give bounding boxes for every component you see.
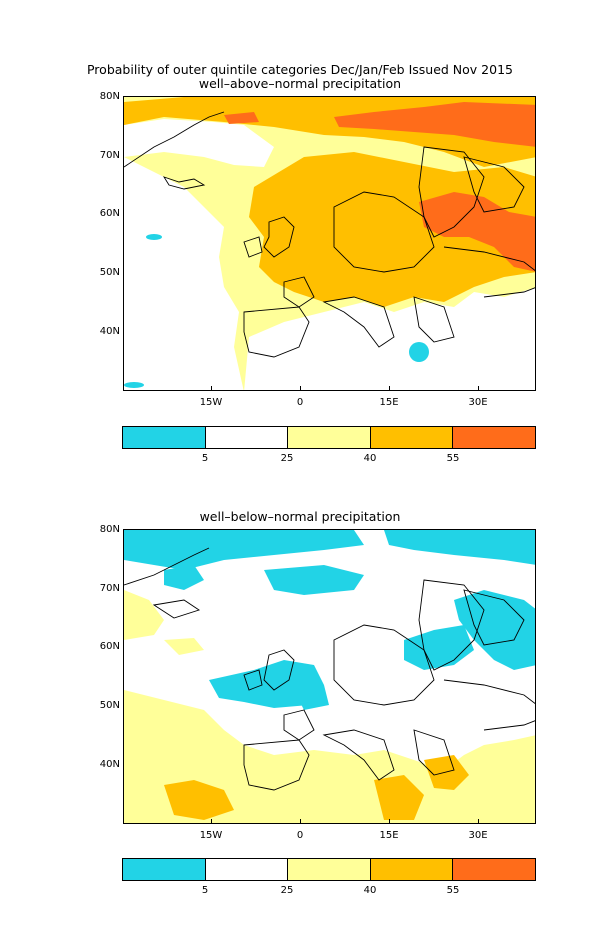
region-cyan-north-east [384, 530, 535, 565]
region-ly-mid-atlantic [164, 638, 204, 655]
region-cyan-east [454, 590, 535, 670]
region-orange-iberia [164, 780, 234, 820]
region-ly-west [124, 590, 164, 640]
colorbar-seg-2 [204, 427, 288, 448]
coastlines-bottom [124, 547, 535, 791]
colorbar-seg-3 [287, 859, 370, 880]
region-orange-balkans [424, 755, 469, 790]
lat-label-60n-top: 60N [99, 208, 120, 219]
lat-label-60n-bottom: 60N [99, 641, 120, 652]
tick-15e-bottom [389, 819, 390, 824]
colorbar-label-5-bottom: 5 [201, 885, 209, 896]
coastlines-top [124, 111, 535, 358]
panel-bottom-title: well–below–normal precipitation [199, 509, 401, 524]
lat-label-70n-top: 70N [99, 150, 120, 161]
colorbar-label-40-bottom: 40 [363, 885, 377, 896]
colorbar-seg-1 [123, 427, 205, 448]
region-ly-south [124, 690, 535, 823]
lat-label-80n-top: 80N [99, 91, 120, 102]
colorbar-top [122, 426, 536, 449]
lon-label-0-top: 0 [296, 397, 304, 408]
region-darkorange-small [224, 112, 259, 124]
region-darkorange-north [334, 102, 535, 147]
map-well-below-normal [123, 529, 536, 824]
map-top-svg [124, 97, 535, 390]
lon-label-30e-top: 30E [468, 397, 488, 408]
region-cyan-spot-3 [146, 234, 162, 240]
colorbar-seg-5 [452, 427, 535, 448]
region-white-greenland [124, 119, 274, 167]
lon-label-15w-bottom: 15W [199, 830, 223, 841]
tick-15w-top [211, 386, 212, 391]
region-cyan-spot [294, 685, 329, 710]
colorbar-seg-5 [452, 859, 535, 880]
lon-label-0-bottom: 0 [296, 830, 304, 841]
region-orange-africa [374, 775, 424, 820]
colorbar-label-55-bottom: 55 [446, 885, 460, 896]
tick-0-bottom [300, 819, 301, 824]
tick-30e-top [478, 386, 479, 391]
region-cyan-spot-2 [124, 382, 144, 388]
lat-label-80n-bottom: 80N [99, 524, 120, 535]
colorbar-seg-1 [123, 859, 205, 880]
lat-label-50n-bottom: 50N [99, 700, 120, 711]
map-well-above-normal [123, 96, 536, 391]
region-cyan-spot-1 [409, 342, 429, 362]
region-cyan-uk [209, 660, 324, 708]
lat-label-50n-top: 50N [99, 267, 120, 278]
tick-0-top [300, 386, 301, 391]
colorbar-label-5-top: 5 [201, 453, 209, 464]
tick-15e-top [389, 386, 390, 391]
colorbar-seg-4 [369, 427, 453, 448]
region-orange-central [249, 152, 535, 307]
lon-label-15w-top: 15W [199, 397, 223, 408]
tick-15w-bottom [211, 819, 212, 824]
colorbar-bottom [122, 858, 536, 881]
map-bottom-svg [124, 530, 535, 823]
colorbar-label-55-top: 55 [446, 453, 460, 464]
colorbar-label-25-top: 25 [280, 453, 294, 464]
tick-30e-bottom [478, 819, 479, 824]
region-white-med [244, 287, 535, 390]
lat-label-40n-bottom: 40N [99, 759, 120, 770]
region-cyan-norway-sea [264, 565, 364, 595]
region-cyan-arctic [124, 530, 364, 570]
colorbar-label-40-top: 40 [363, 453, 377, 464]
region-cyan-greenland-coast [164, 565, 204, 590]
colorbar-seg-3 [287, 427, 370, 448]
region-darkorange-scandinavia [419, 192, 535, 272]
lat-label-70n-bottom: 70N [99, 583, 120, 594]
panel-top-title: well–above–normal precipitation [198, 76, 402, 91]
colorbar-seg-4 [369, 859, 453, 880]
lat-label-40n-top: 40N [99, 326, 120, 337]
lon-label-15e-top: 15E [379, 397, 399, 408]
colorbar-seg-2 [204, 859, 288, 880]
figure-title: Probability of outer quintile categories… [86, 62, 513, 77]
region-cyan-scandinavia [404, 625, 474, 670]
lon-label-30e-bottom: 30E [468, 830, 488, 841]
lon-label-15e-bottom: 15E [379, 830, 399, 841]
colorbar-label-25-bottom: 25 [280, 885, 294, 896]
